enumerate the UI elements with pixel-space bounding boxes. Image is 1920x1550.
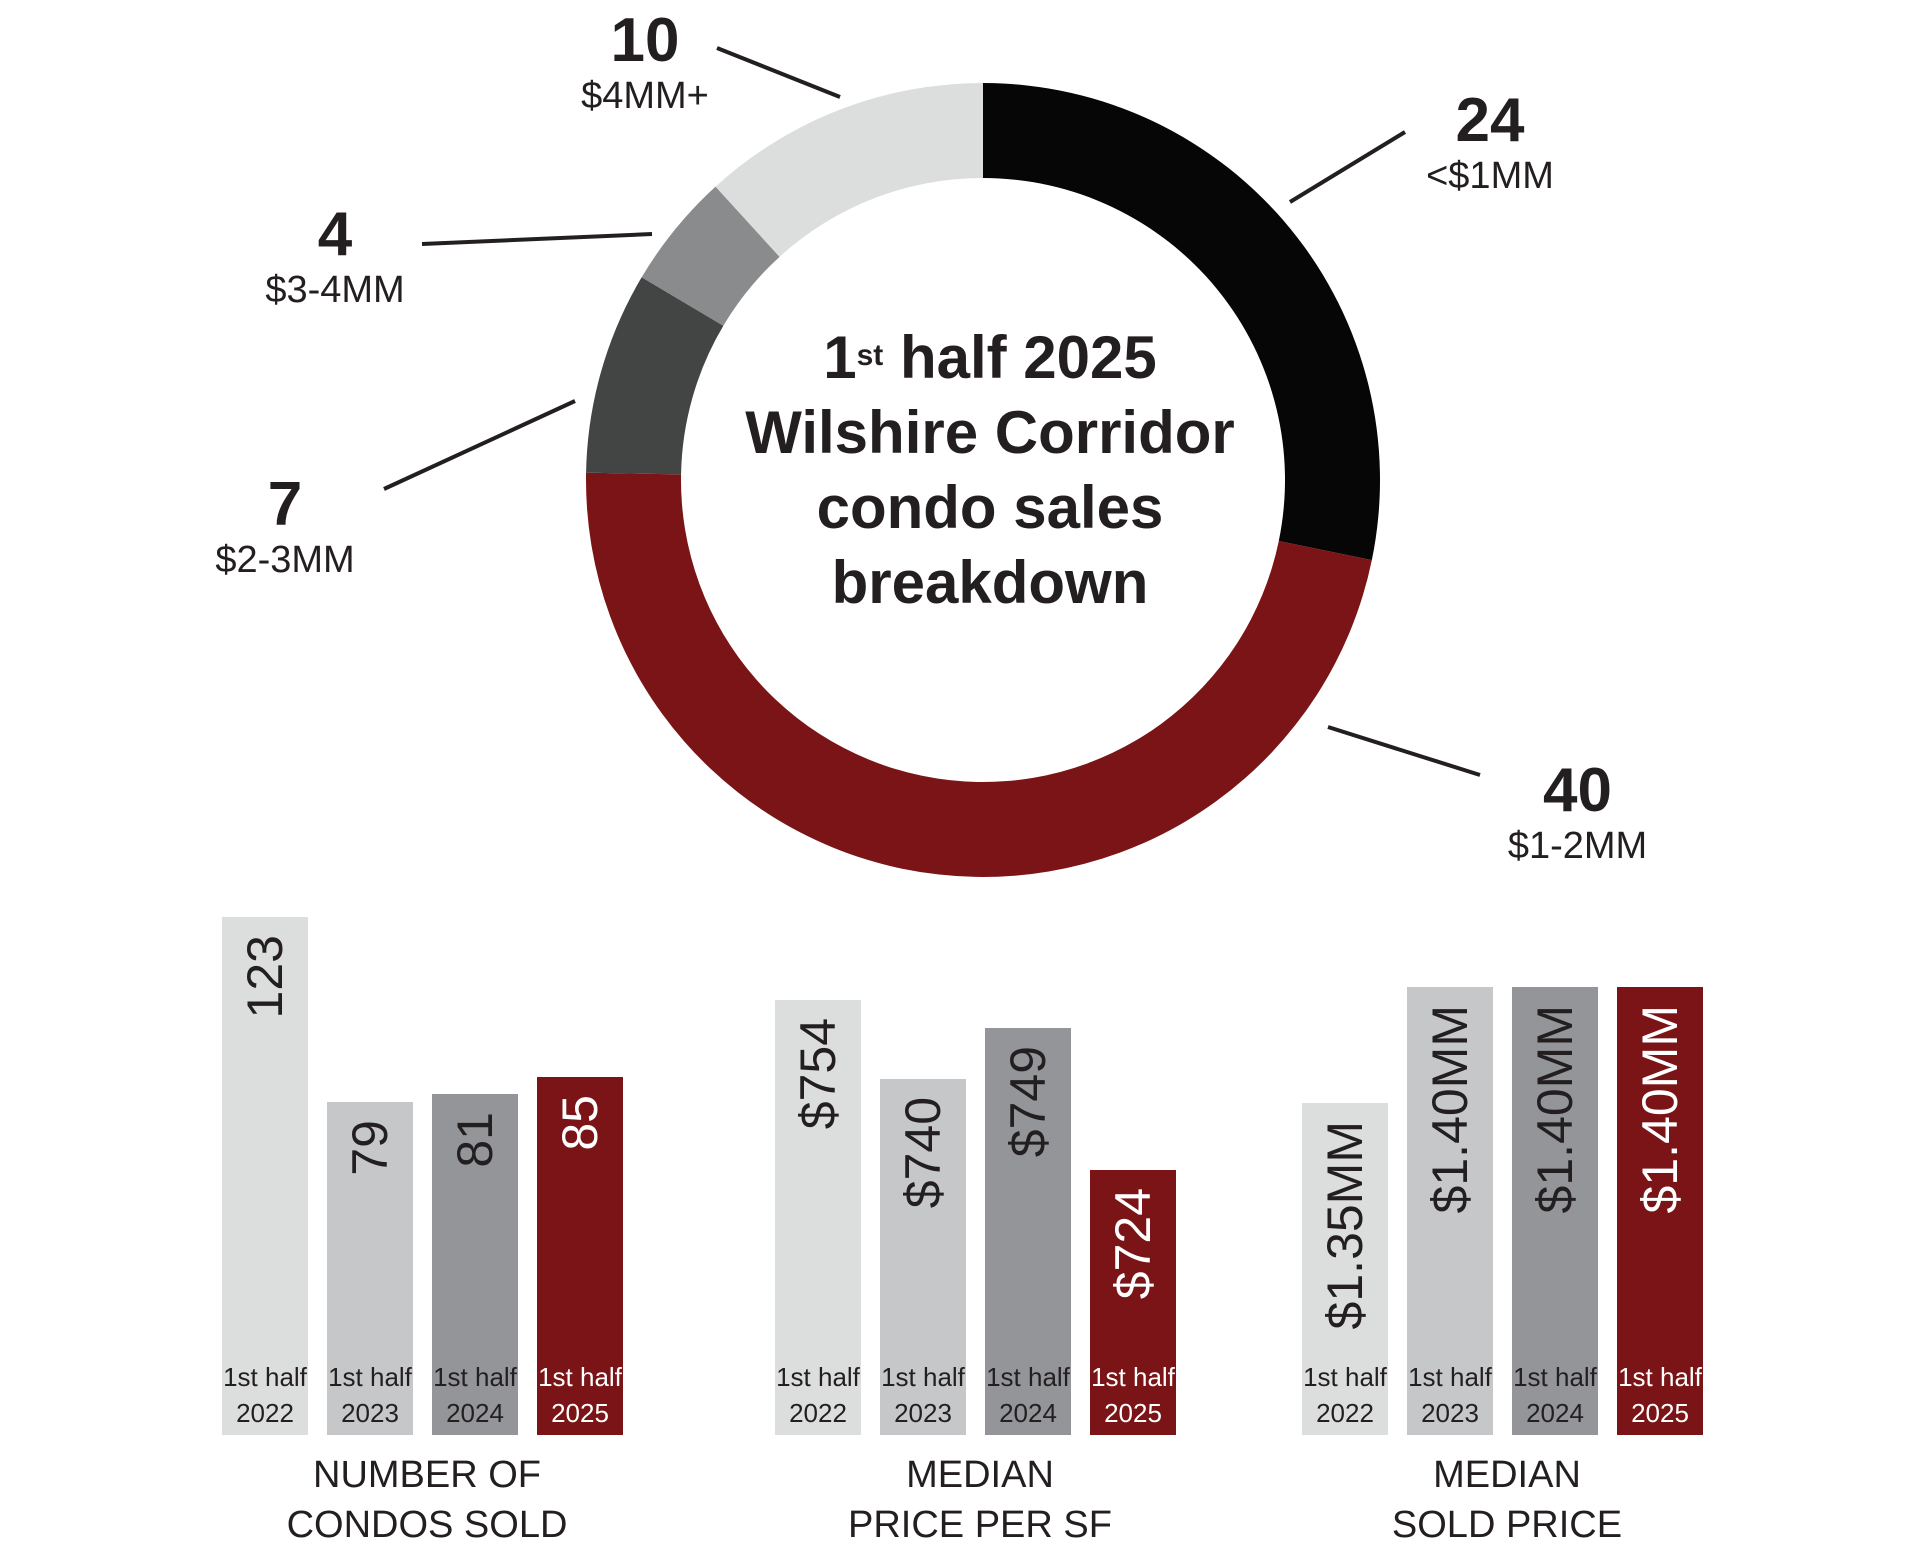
bar-category-label: 1st half 2023	[881, 1361, 965, 1428]
bar-category-label: 1st half 2025	[538, 1361, 622, 1428]
leader-line-under-1mm	[1288, 130, 1407, 204]
bar-value-label: $1.40MM	[1632, 1005, 1688, 1214]
bar-2024: 81 1st half 2024	[432, 1093, 518, 1435]
bar-value-label: 85	[552, 1095, 608, 1151]
bar-2022: $1.35MM 1st half 2022	[1302, 1103, 1388, 1435]
bar-category-label: 1st half 2024	[1513, 1362, 1597, 1428]
title-line-2: Wilshire Corridor	[745, 399, 1235, 466]
bar-category-label: 1st half 2024	[986, 1361, 1070, 1428]
leader-line-2-3mm	[383, 399, 576, 491]
leader-lines	[383, 46, 1481, 777]
bar-category-label: 1st half 2025	[1618, 1362, 1702, 1428]
chart-title: MEDIAN SOLD PRICE	[1391, 1454, 1623, 1546]
slice-value: 7	[267, 470, 303, 539]
slice-range: $3-4MM	[265, 269, 405, 311]
leader-line-3-4mm	[421, 232, 653, 246]
bar-2025: 85 1st half 2025	[537, 1077, 623, 1435]
bar-value-label: $1.35MM	[1317, 1121, 1373, 1330]
chart-title: NUMBER OF CONDOS SOLD	[286, 1454, 568, 1546]
slice-label-4mm-plus: 10 $4MM+	[560, 8, 730, 118]
bar-2024: $1.40MM 1st half 2024	[1512, 987, 1598, 1435]
bar-2023: $1.40MM 1st half 2023	[1407, 987, 1493, 1435]
donut-center-title: 1st half 2025 Wilshire Corridor condo sa…	[740, 320, 1240, 620]
slice-4mm-plus	[715, 83, 983, 257]
slice-range: $4MM+	[581, 75, 709, 117]
bar-category-label: 1st half 2023	[1408, 1362, 1492, 1428]
donut-slices	[585, 83, 1380, 877]
bar-category-label: 1st half 2024	[433, 1361, 517, 1428]
bar-value-label: $1.40MM	[1527, 1005, 1583, 1214]
bar-value-label: $740	[895, 1097, 951, 1209]
bar-value-label: 79	[342, 1120, 398, 1176]
leader-line-1-2mm	[1327, 725, 1481, 777]
slice-label-under-1mm: 24 <$1MM	[1400, 88, 1580, 198]
donut-chart	[383, 46, 1481, 877]
bar-value-label: $754	[790, 1018, 846, 1130]
title-line-1: 1st half 2025	[823, 324, 1157, 391]
slice-under-1mm	[983, 83, 1380, 561]
bar-category-label: 1st half 2023	[328, 1361, 412, 1428]
slice-value: 40	[1543, 756, 1612, 825]
bar-value-label: $1.40MM	[1422, 1005, 1478, 1214]
slice-label-3-4mm: 4 $3-4MM	[250, 202, 420, 312]
bar-2024: $749 1st half 2024	[985, 1028, 1071, 1435]
slice-label-2-3mm: 7 $2-3MM	[200, 472, 370, 582]
bar-value-label: 81	[447, 1111, 503, 1168]
bar-category-label: 1st half 2022	[1303, 1362, 1387, 1428]
slice-value: 4	[317, 200, 353, 269]
bar-2023: $740 1st half 2023	[880, 1079, 966, 1435]
bar-chart-median-sold-price: $1.35MM 1st half 2022 $1.40MM 1st half 202…	[1302, 900, 1712, 1546]
slice-value: 10	[610, 6, 680, 75]
slice-range: $2-3MM	[215, 539, 355, 581]
bar-chart-price-per-sf: $754 1st half 2022 $740 1st half 2023 $749…	[775, 900, 1185, 1546]
bar-2022: $754 1st half 2022	[775, 1000, 861, 1435]
bar-value-label: 123	[237, 935, 293, 1019]
slice-value: 24	[1455, 86, 1525, 155]
bar-2025: $724 1st half 2025	[1090, 1170, 1176, 1435]
slice-1-2mm	[585, 472, 1372, 877]
slice-2-3mm	[586, 277, 724, 475]
slice-3-4mm	[641, 186, 780, 326]
chart-title: MEDIAN PRICE PER SF	[848, 1454, 1112, 1546]
slice-label-1-2mm: 40 $1-2MM	[1490, 758, 1665, 868]
slice-range: $1-2MM	[1507, 825, 1648, 867]
bar-2023: 79 1st half 2023	[327, 1102, 413, 1435]
title-line-4: breakdown	[831, 549, 1149, 616]
bar-2022: 123 1st half 2022	[222, 917, 308, 1435]
bar-category-label: 1st half 2022	[776, 1362, 860, 1428]
bar-2025: $1.40MM 1st half 2025	[1617, 987, 1703, 1435]
title-line-3: condo sales	[816, 474, 1164, 541]
bar-category-label: 1st half 2025	[1091, 1362, 1175, 1428]
bar-value-label: $724	[1105, 1188, 1161, 1300]
bar-value-label: $749	[1000, 1046, 1056, 1158]
bar-chart-condos-sold: 123 1st half 2022 79 1st half 2023 81 1st …	[222, 900, 632, 1546]
slice-range: <$1MM	[1426, 155, 1554, 197]
leader-line-4mm-plus	[716, 46, 841, 99]
bar-category-label: 1st half 2022	[223, 1362, 307, 1428]
